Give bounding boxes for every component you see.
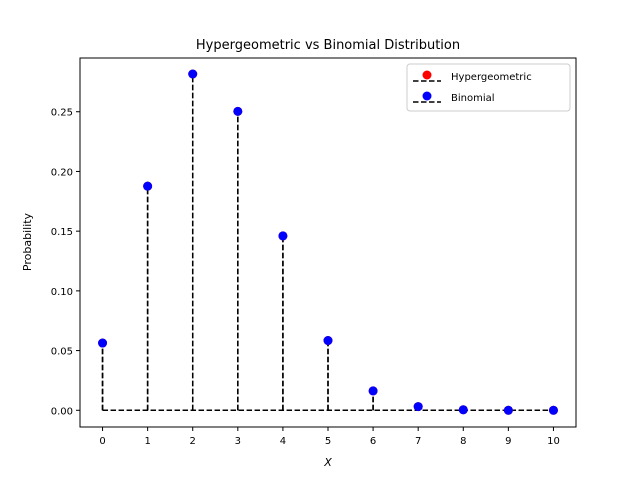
legend-marker-binomial	[422, 91, 432, 101]
stems	[101, 74, 554, 412]
y-tick-label: 0.20	[51, 167, 73, 178]
point-binomial-10	[548, 405, 558, 415]
x-tick-label: 6	[370, 436, 376, 447]
x-tick-label: 4	[280, 436, 286, 447]
legend-box	[406, 63, 571, 112]
point-binomial-2	[188, 69, 198, 79]
x-tick-label: 8	[460, 436, 466, 447]
point-binomial-1	[143, 181, 153, 191]
point-binomial-3	[233, 106, 243, 116]
x-tick-label: 10	[547, 436, 560, 447]
chart-title: Hypergeometric vs Binomial Distribution	[196, 38, 460, 53]
point-binomial-5	[323, 336, 333, 346]
point-binomial-4	[278, 231, 288, 241]
legend-marker-hypergeometric	[422, 70, 432, 80]
point-binomial-8	[458, 405, 468, 415]
y-tick-label: 0.00	[51, 406, 73, 417]
x-axis-label: X	[323, 456, 332, 469]
y-axis: 0.00 0.05 0.10 0.15 0.20 0.25	[51, 108, 80, 417]
x-tick-label: 5	[325, 436, 331, 447]
y-tick-label: 0.15	[51, 227, 73, 238]
x-tick-label: 1	[144, 436, 150, 447]
point-binomial-7	[413, 402, 423, 412]
y-tick-label: 0.25	[51, 108, 73, 119]
x-axis: 0 1 2 3 4 5 6 7 8 9 10	[99, 427, 560, 447]
x-tick-label: 2	[190, 436, 196, 447]
legend: Hypergeometric Binomial	[406, 63, 571, 112]
x-tick-label: 7	[415, 436, 421, 447]
point-binomial-9	[503, 405, 513, 415]
y-tick-label: 0.10	[51, 287, 73, 298]
y-tick-label: 0.05	[51, 347, 73, 358]
legend-label-hypergeometric: Hypergeometric	[451, 72, 532, 83]
x-tick-label: 9	[505, 436, 511, 447]
legend-label-binomial: Binomial	[451, 93, 495, 104]
x-tick-label: 3	[235, 436, 241, 447]
y-axis-label: Probability	[21, 212, 34, 271]
plot-frame	[79, 57, 577, 428]
point-binomial-6	[368, 386, 378, 396]
data-points	[98, 69, 558, 415]
point-binomial-0	[98, 338, 108, 348]
x-tick-label: 0	[99, 436, 105, 447]
